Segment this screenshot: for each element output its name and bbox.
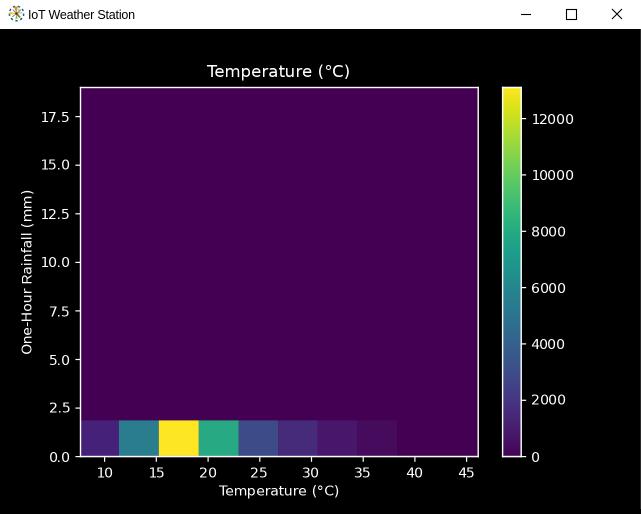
svg-text:10: 10 [97,465,113,481]
svg-text:2.5: 2.5 [49,401,71,417]
svg-text:25: 25 [250,465,268,481]
svg-text:2000: 2000 [531,393,566,409]
svg-text:40: 40 [406,465,423,481]
svg-text:Temperature (°C): Temperature (°C) [218,484,339,500]
svg-text:35: 35 [354,465,371,481]
svg-text:12.5: 12.5 [41,207,70,223]
svg-text:20: 20 [199,465,217,481]
svg-text:45: 45 [458,465,474,481]
svg-text:4000: 4000 [531,337,565,353]
svg-text:10.0: 10.0 [41,255,70,271]
svg-text:0: 0 [531,450,540,466]
svg-text:8000: 8000 [531,225,566,241]
svg-text:10000: 10000 [532,168,574,184]
svg-text:17.5: 17.5 [41,110,70,126]
svg-text:0.0: 0.0 [49,450,70,466]
svg-text:One-Hour Rainfall (mm): One-Hour Rainfall (mm) [20,190,36,355]
svg-text:7.5: 7.5 [49,304,70,320]
svg-text:Temperature (°C): Temperature (°C) [206,62,350,81]
svg-text:15.0: 15.0 [41,158,70,174]
svg-text:5.0: 5.0 [49,353,70,369]
svg-text:6000: 6000 [531,281,566,297]
svg-text:15: 15 [149,465,165,481]
svg-text:12000: 12000 [532,112,574,128]
svg-text:30: 30 [302,465,319,481]
